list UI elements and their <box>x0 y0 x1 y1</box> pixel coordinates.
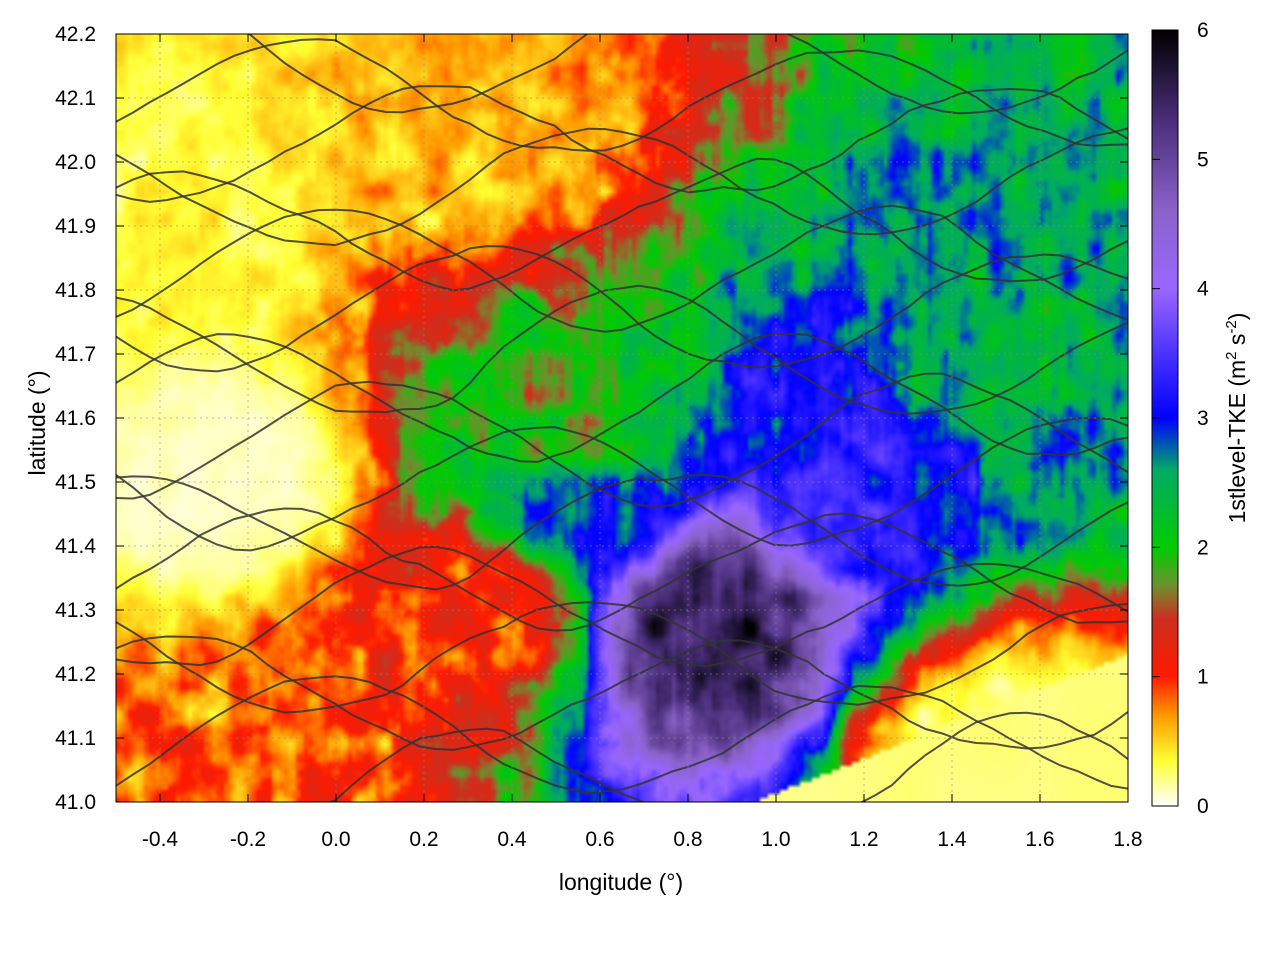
colorbar-title-end: ) <box>1224 313 1250 321</box>
x-tick-label: 0.6 <box>585 828 614 851</box>
x-tick-label: 1.2 <box>849 828 878 851</box>
x-axis-title: longitude (°) <box>559 869 683 895</box>
y-axis-title: latitude (°) <box>24 370 50 475</box>
contour-line <box>116 635 1128 751</box>
contour-line <box>116 204 1128 333</box>
x-tick-label: -0.4 <box>142 828 179 851</box>
x-tick-label: 1.0 <box>761 828 790 851</box>
colorbar-title-main: 1stlevel-TKE (m <box>1224 360 1250 524</box>
y-axis: 41.0 41.1 41.2 41.3 41.4 41.5 41.6 41.7 41.8 41.9… <box>55 23 1128 814</box>
colorbar-ticks: 0 1 2 3 4 5 6 <box>1152 19 1209 818</box>
contour-line <box>116 601 1128 714</box>
x-tick-label: 1.6 <box>1025 828 1054 851</box>
contour-line <box>116 372 1128 508</box>
x-tick-label: 1.4 <box>937 828 967 851</box>
y-tick-label: 41.3 <box>55 599 96 622</box>
contour-line <box>247 34 1128 115</box>
contour-line <box>327 711 1128 802</box>
y-tick-label: 41.0 <box>55 791 96 814</box>
x-tick-label: 0.8 <box>673 828 702 851</box>
colorbar-tick-label: 2 <box>1197 536 1209 559</box>
y-tick-label: 41.5 <box>55 471 96 494</box>
y-tick-label: 42.0 <box>55 151 96 174</box>
x-tick-label: 0.2 <box>409 828 438 851</box>
colorbar-tick-label: 6 <box>1197 19 1209 42</box>
contour-line <box>116 245 1128 373</box>
colorbar-title-sup1: 2 <box>1223 351 1240 359</box>
colorbar-title-mid: s <box>1224 334 1250 352</box>
contour-line <box>116 675 1128 795</box>
contour-line <box>116 416 1128 552</box>
y-tick-label: 42.2 <box>55 23 96 46</box>
x-tick-label: -0.2 <box>230 828 266 851</box>
contour-line <box>116 38 1128 152</box>
x-tick-label: 1.8 <box>1113 828 1142 851</box>
y-tick-label: 41.8 <box>55 279 96 302</box>
terrain-contours <box>116 34 1128 802</box>
y-tick-label: 41.1 <box>55 727 96 750</box>
x-tick-label: 0.4 <box>497 828 527 851</box>
colorbar-title: 1stlevel-TKE (m2 s-2) <box>1223 313 1250 524</box>
y-tick-label: 41.2 <box>55 663 96 686</box>
y-tick-label: 41.4 <box>55 535 96 558</box>
contour-line <box>116 545 1128 668</box>
colorbar-tick-label: 1 <box>1197 666 1209 689</box>
y-tick-label: 41.6 <box>55 407 96 430</box>
contour-line <box>116 157 1128 292</box>
colorbar-tick-label: 5 <box>1197 148 1209 171</box>
contour-line <box>116 127 1128 247</box>
contour-line <box>116 284 1128 415</box>
y-tick-label: 41.9 <box>55 215 96 238</box>
x-axis: -0.4 -0.2 0.0 0.2 0.4 0.6 0.8 1.0 1.2 1.4 1.6 1.8 <box>142 34 1143 851</box>
y-tick-label: 41.7 <box>55 343 96 366</box>
heatmap <box>116 34 1128 802</box>
contour-line <box>116 507 1128 632</box>
colorbar-tick-label: 3 <box>1197 407 1209 430</box>
contour-line <box>116 85 1128 203</box>
x-tick-label: 0.0 <box>321 828 350 851</box>
colorbar-title-sup2: -2 <box>1223 320 1240 333</box>
y-tick-label: 42.1 <box>55 87 96 110</box>
colorbar-tick-label: 0 <box>1197 795 1209 818</box>
colorbar-tick-label: 4 <box>1197 278 1209 301</box>
